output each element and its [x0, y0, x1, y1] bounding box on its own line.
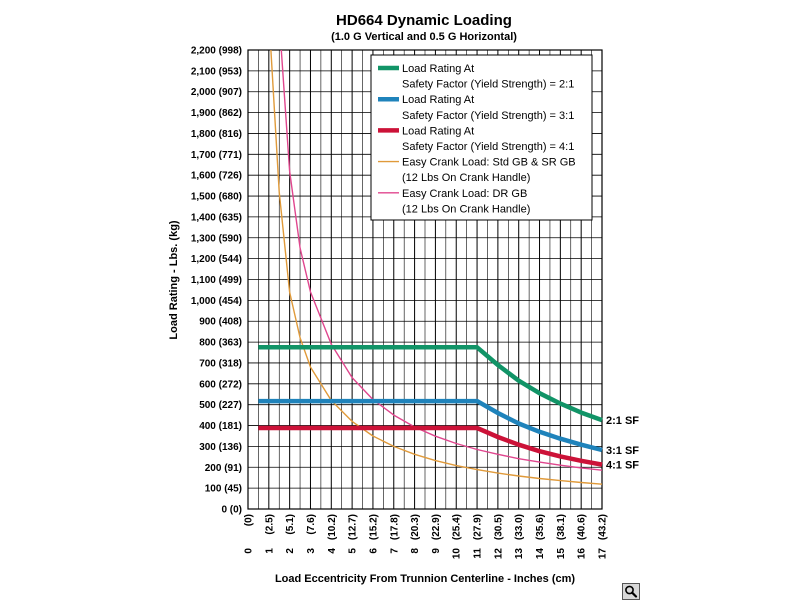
chart-subtitle: (1.0 G Vertical and 0.5 G Horizontal): [331, 31, 517, 43]
y-tick-label: 2,000 (907): [191, 87, 242, 98]
legend-entry-5-line-1: Easy Crank Load: DR GB: [402, 188, 527, 200]
x-tick-label-cm: (38.1): [556, 514, 567, 540]
x-tick-label-cm: (25.4): [452, 514, 463, 540]
chart-title: HD664 Dynamic Loading: [336, 12, 512, 29]
series-lines: [258, 49, 603, 485]
y-tick-label: 100 (45): [205, 484, 242, 495]
x-tick-label-inch: 0: [244, 548, 255, 554]
x-tick-label-inch: 1: [264, 548, 275, 554]
y-tick-label: 400 (181): [199, 421, 242, 432]
y-tick-label: 1,500 (680): [191, 192, 242, 203]
x-tick-label-cm: (12.7): [348, 514, 359, 540]
x-tick-label-cm: (5.1): [285, 514, 296, 535]
y-tick-label: 600 (272): [199, 379, 242, 390]
y-tick-label: 200 (91): [205, 463, 242, 474]
series-line-5: [280, 49, 603, 471]
zoom-button[interactable]: [622, 583, 640, 600]
x-tick-label-inch: 13: [514, 548, 525, 560]
y-tick-label: 1,700 (771): [191, 150, 242, 161]
x-tick-label-cm: (2.5): [264, 514, 275, 535]
x-tick-label-inch: 2: [285, 548, 296, 554]
series-end-label-3: 4:1 SF: [606, 460, 639, 472]
x-tick-label-inch: 7: [389, 548, 400, 554]
x-tick-label-cm: (40.6): [577, 514, 588, 540]
x-tick-label-inch: 16: [577, 548, 588, 560]
legend-entry-5-line-2: (12 Lbs On Crank Handle): [402, 203, 530, 215]
y-tick-label: 300 (136): [199, 442, 242, 453]
x-tick-label-inch: 3: [306, 548, 317, 554]
legend-entry-4-line-2: (12 Lbs On Crank Handle): [402, 172, 530, 184]
x-tick-label-inch: 11: [473, 548, 484, 559]
grid: [247, 49, 603, 510]
x-axis-ticks: (0) 0 (2.5) 1 (5.1) 2 (7.6) 3 (10.2) 4 (12.7) 5 (15.…: [244, 514, 609, 559]
magnifier-icon: [625, 585, 638, 598]
y-tick-label: 900 (408): [199, 317, 242, 328]
x-tick-label-inch: 12: [493, 548, 504, 560]
legend-entry-3-line-1: Load Rating At: [402, 125, 474, 137]
x-tick-label-cm: (17.8): [389, 514, 400, 540]
y-tick-label: 1,600 (726): [191, 171, 242, 182]
y-tick-label: 800 (363): [199, 338, 242, 349]
x-tick-label-cm: (27.9): [473, 514, 484, 540]
x-tick-label-cm: (10.2): [327, 514, 338, 540]
legend-box: [370, 54, 593, 221]
plot-frame: [247, 49, 603, 510]
y-tick-label: 2,100 (953): [191, 66, 242, 77]
x-tick-label-cm: (35.6): [535, 514, 546, 540]
y-tick-label: 1,000 (454): [191, 296, 242, 307]
series-line-3: [258, 425, 603, 467]
y-tick-label: 500 (227): [199, 400, 242, 411]
x-tick-label-cm: (20.3): [410, 514, 421, 540]
series-end-label-1: 2:1 SF: [606, 415, 639, 427]
legend-entry-2-line-1: Load Rating At: [402, 94, 474, 106]
x-tick-label-cm: (0): [244, 514, 255, 526]
x-tick-label-inch: 9: [431, 548, 442, 554]
x-tick-label-inch: 4: [327, 548, 338, 554]
x-tick-label-cm: (7.6): [306, 514, 317, 535]
x-tick-label-cm: (43.2): [598, 514, 609, 540]
legend-entry-3-line-2: Safety Factor (Yield Strength) = 4:1: [402, 141, 574, 153]
legend-entry-4-line-1: Easy Crank Load: Std GB & SR GB: [402, 157, 576, 169]
legend-entry-2-line-2: Safety Factor (Yield Strength) = 3:1: [402, 110, 574, 122]
x-tick-label-inch: 17: [598, 548, 609, 560]
series-line-1: [258, 345, 603, 423]
series-line-4: [270, 49, 603, 485]
y-axis-ticks: 0 (0) 100 (45) 200 (91) 300 (136) 400 (181) 5…: [191, 46, 242, 516]
series-line-2: [258, 398, 603, 453]
legend: Load Rating At Safety Factor (Yield Stren…: [370, 54, 593, 221]
y-tick-label: 0 (0): [221, 505, 242, 516]
x-tick-label-inch: 10: [452, 548, 463, 560]
legend-entry-1-line-2: Safety Factor (Yield Strength) = 2:1: [402, 79, 574, 91]
x-tick-label-inch: 5: [348, 548, 359, 554]
y-axis-label: Load Rating - Lbs. (kg): [168, 220, 180, 339]
series-end-labels: 2:1 SF 3:1 SF 4:1 SF: [606, 415, 639, 471]
x-tick-label-cm: (33.0): [514, 514, 525, 540]
x-tick-label-cm: (15.2): [368, 514, 379, 540]
y-tick-label: 1,300 (590): [191, 233, 242, 244]
y-tick-label: 1,400 (635): [191, 212, 242, 223]
x-tick-label-inch: 8: [410, 548, 421, 554]
y-tick-label: 1,200 (544): [191, 254, 242, 265]
x-axis-label: Load Eccentricity From Trunnion Centerli…: [275, 573, 575, 585]
legend-entry-1-line-1: Load Rating At: [402, 63, 474, 75]
y-tick-label: 1,800 (816): [191, 129, 242, 140]
y-tick-label: 1,900 (862): [191, 108, 242, 119]
x-tick-label-cm: (22.9): [431, 514, 442, 540]
x-tick-label-inch: 15: [556, 548, 567, 560]
series-end-label-2: 3:1 SF: [606, 445, 639, 457]
x-tick-label-inch: 6: [368, 548, 379, 554]
y-tick-label: 2,200 (998): [191, 46, 242, 57]
x-tick-label-inch: 14: [535, 548, 546, 560]
y-tick-label: 1,100 (499): [191, 275, 242, 286]
x-tick-label-cm: (30.5): [493, 514, 504, 540]
y-tick-label: 700 (318): [199, 358, 242, 369]
